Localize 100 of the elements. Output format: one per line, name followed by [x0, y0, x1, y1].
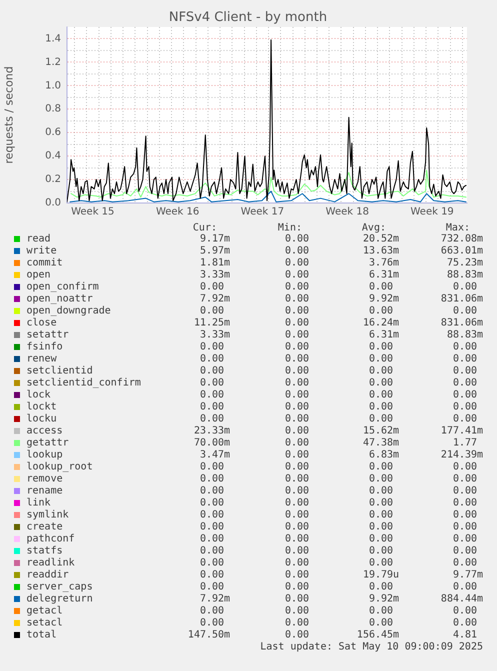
- text: 0.00: [200, 510, 224, 521]
- text: 0.00: [284, 270, 310, 281]
- text: 0.00: [200, 354, 224, 365]
- text: 0.00: [200, 414, 224, 425]
- text: 0.00: [200, 498, 224, 509]
- text: 0.00: [452, 498, 478, 509]
- text: 0.00: [368, 498, 394, 509]
- legend-label: close: [26, 318, 57, 329]
- text: 0.00: [284, 522, 310, 533]
- text: 0.00: [452, 378, 478, 389]
- text: 3.76m: [368, 258, 400, 269]
- y-tick-label: 0.2: [45, 174, 61, 186]
- text: 0.00: [284, 426, 310, 437]
- chart-title: NFSv4 Client - by month: [168, 10, 328, 25]
- text: 88.83m: [446, 270, 484, 281]
- text: 831.06m: [440, 318, 484, 329]
- y-tick-label: 1.0: [45, 80, 61, 92]
- text: 0.00: [284, 354, 310, 365]
- legend-label: rename: [26, 486, 63, 497]
- text: 0.00: [452, 522, 478, 533]
- text: 0.00: [368, 282, 394, 293]
- text: 0.00: [452, 510, 478, 521]
- legend-label: access: [26, 426, 63, 437]
- text: 0.00: [452, 618, 478, 629]
- text: 0.00: [284, 306, 310, 317]
- text: 75.23m: [446, 258, 484, 269]
- text: 0.00: [200, 582, 224, 593]
- text: 1.81m: [200, 258, 230, 269]
- text: 0.00: [368, 402, 394, 413]
- legend-label: open_confirm: [26, 282, 99, 293]
- text: 0.00: [200, 390, 224, 401]
- text: 0.00: [452, 546, 478, 557]
- text: 0.00: [368, 306, 394, 317]
- text: 6.31m: [368, 270, 400, 281]
- text: 0.00: [284, 486, 310, 497]
- text: 0.00: [200, 546, 224, 557]
- text: 0.00: [284, 378, 310, 389]
- text: 0.00: [284, 582, 310, 593]
- text: 9.92m: [368, 294, 400, 305]
- text: 0.00: [284, 246, 310, 257]
- legend-label: setacl: [26, 618, 63, 629]
- text: 70.00m: [194, 438, 230, 449]
- text: Cur:: [192, 222, 217, 234]
- text: 177.41m: [440, 426, 484, 437]
- text: 0.00: [368, 522, 394, 533]
- legend-label: open_downgrade: [26, 306, 111, 317]
- text: 0.00: [284, 618, 310, 629]
- text: 0.00: [452, 606, 478, 617]
- legend-label: link: [26, 498, 51, 509]
- text: 0.00: [368, 606, 394, 617]
- text: 0.00: [452, 342, 478, 353]
- legend-label: lookup: [26, 450, 63, 461]
- legend-label: server_caps: [26, 582, 93, 593]
- text: 0.00: [284, 414, 310, 425]
- y-tick-label: 0.8: [45, 104, 61, 115]
- text: 0.00: [284, 294, 310, 305]
- text: 15.62m: [362, 426, 400, 437]
- legend-label: delegreturn: [26, 594, 93, 605]
- legend-label: setclientid_confirm: [26, 378, 141, 389]
- text: 0.00: [452, 414, 478, 425]
- text: 0.00: [200, 474, 224, 485]
- legend-label: open: [26, 270, 51, 281]
- text: 0.00: [452, 354, 478, 365]
- text: 663.01m: [440, 246, 484, 257]
- text: 0.00: [200, 282, 224, 293]
- y-axis-title: requests / second: [2, 66, 16, 164]
- text: 0.00: [284, 570, 310, 581]
- text: 0.00: [200, 306, 224, 317]
- text: 0.00: [368, 354, 394, 365]
- text: 9.17m: [200, 234, 230, 245]
- y-tick-label: 0.0: [45, 198, 61, 209]
- text: Min:: [278, 222, 302, 234]
- text: 11.25m: [194, 318, 230, 329]
- text: 0.00: [452, 486, 478, 497]
- text: 0.00: [452, 282, 478, 293]
- text: 0.00: [368, 378, 394, 389]
- y-tick-label: 0.4: [45, 150, 61, 162]
- text: Avg:: [362, 222, 386, 234]
- text: Last update: Sat May 10 09:00:09 2025: [260, 642, 483, 653]
- text: 6.31m: [368, 330, 400, 341]
- text: Max:: [446, 222, 470, 234]
- text: 0.00: [200, 522, 224, 533]
- text: 47.38m: [362, 438, 400, 449]
- text: 0.00: [200, 534, 224, 545]
- text: 0.00: [452, 462, 478, 473]
- text: 0.00: [284, 390, 310, 401]
- legend-label: open_noattr: [26, 294, 93, 305]
- text: 0.00: [200, 606, 224, 617]
- text: 0.00: [284, 318, 310, 329]
- text: 0.00: [200, 570, 224, 581]
- text: 0.00: [368, 390, 394, 401]
- legend-label: symlink: [26, 510, 69, 521]
- text: 5.97m: [200, 246, 230, 257]
- legend-label: setattr: [26, 330, 69, 341]
- text: 0.00: [200, 618, 224, 629]
- text: 0.00: [284, 234, 310, 245]
- text: 0.00: [368, 510, 394, 521]
- legend-label: statfs: [26, 546, 63, 557]
- legend-label: read: [26, 234, 51, 245]
- legend-label: commit: [26, 258, 63, 269]
